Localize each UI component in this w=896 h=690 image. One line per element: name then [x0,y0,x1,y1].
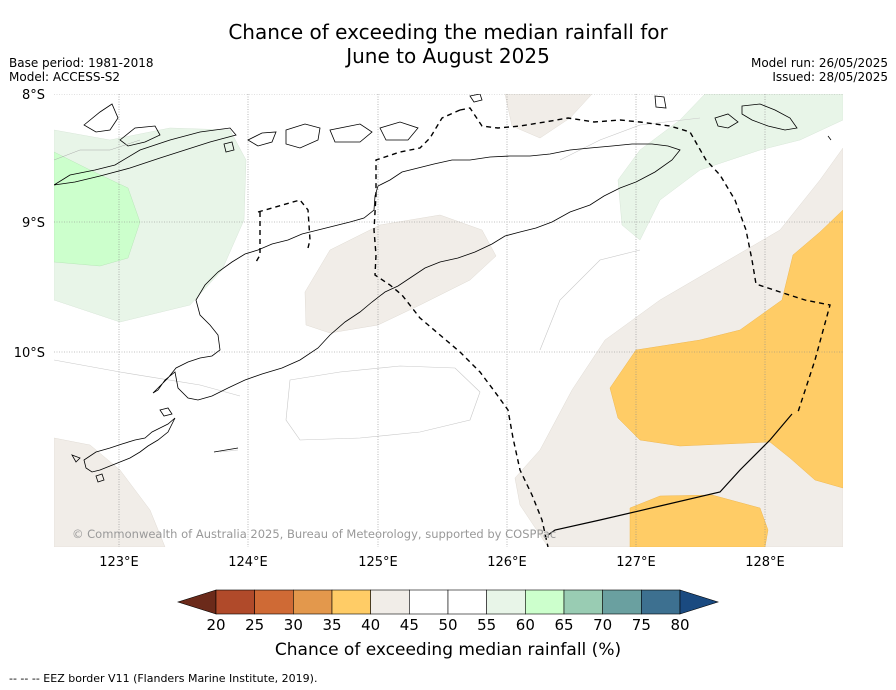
colorbar-tick-label: 80 [670,616,689,634]
colorbar-arrow-low [177,589,217,615]
title-line-2: June to August 2025 [346,44,550,68]
colorbar-segment [370,589,410,615]
colorbar-title: Chance of exceeding median rainfall (%) [274,640,622,660]
lon-label: 123°E [99,555,139,570]
colorbar-tick-label: 60 [516,616,535,634]
meta-left: Base period: 1981-2018 Model: ACCESS-S2 [9,56,154,84]
colorbar-tick-label: 65 [554,616,573,634]
category-35-40-region-east [609,209,843,489]
colorbar-tick-label: 35 [322,616,341,634]
colorbar-segment [409,589,449,615]
lat-label: 9°S [22,216,45,231]
colorbar-tick-label: 55 [477,616,496,634]
category-40-45-region-southwest [54,437,166,547]
minor-contour [54,139,141,161]
model-name: Model: ACCESS-S2 [9,70,121,84]
colorbar-tick-label: 30 [284,616,303,634]
lon-label: 128°E [745,555,785,570]
lat-label: 8°S [22,88,45,103]
colorbar-segment [447,589,487,615]
copyright-text: © Commonwealth of Australia 2025, Bureau… [72,527,556,541]
colorbar-segment [215,589,255,615]
colorbar-tick-label: 75 [632,616,651,634]
colorbar-segment [641,589,681,615]
eez-border-solid [547,413,793,536]
colorbar-segment [486,589,526,615]
lon-label: 126°E [487,555,527,570]
colorbar-tick-label: 20 [206,616,225,634]
eez-legend-note: -- -- -- EEZ border V11 (Flanders Marine… [9,672,318,685]
colorbar-arrow-high [679,589,719,615]
colorbar-tick-label: 50 [438,616,457,634]
category-55-60-region-east [617,94,843,241]
coastline [54,94,832,483]
longitude-labels: 123°E 124°E 125°E 126°E 127°E 128°E [99,555,785,570]
model-run: Model run: 26/05/2025 [750,56,888,70]
category-40-45-region-north [504,94,593,139]
colorbar-segment [525,589,565,615]
colorbar-segment [602,589,642,615]
colorbar-segment [293,589,333,615]
colorbar-tick-label: 45 [400,616,419,634]
meta-right: Model run: 26/05/2025 Issued: 28/05/2025 [751,56,888,84]
colorbar-segment [254,589,294,615]
graticule [54,94,843,547]
title-line-1: Chance of exceeding the median rainfall … [228,20,668,44]
lon-label: 127°E [616,555,656,570]
map-title: Chance of exceeding the median rainfall … [0,20,896,68]
map-area: © Commonwealth of Australia 2025, Bureau… [54,94,843,547]
colorbar-segment [331,589,371,615]
base-period: Base period: 1981-2018 [9,56,154,70]
lat-label: 10°S [14,346,45,361]
lon-label: 124°E [228,555,268,570]
category-40-45-region-central [304,214,497,334]
latitude-labels: 8°S 9°S 10°S [14,88,45,361]
category-35-40-region-south [629,494,769,547]
colorbar-tick-label: 70 [593,616,612,634]
colorbar: 20 25 30 35 40 45 50 55 60 65 70 75 80 [177,589,719,634]
colorbar-tick-label: 40 [361,616,380,634]
colorbar-segment [563,589,603,615]
eez-border [255,107,831,547]
colorbar-tick-label: 25 [245,616,264,634]
category-60-65-region [54,151,141,267]
lon-label: 125°E [358,555,398,570]
contour-lines [54,117,701,453]
issued-date: Issued: 28/05/2025 [772,70,888,84]
